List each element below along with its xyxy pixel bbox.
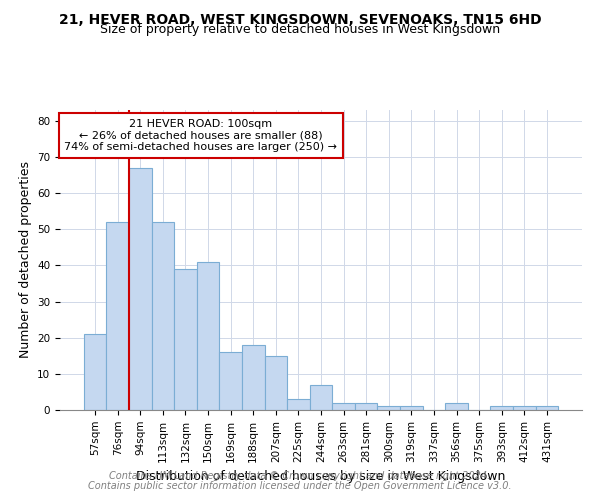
Bar (174, 269, 197, 410)
Bar (332, 403, 355, 410)
Text: Contains HM Land Registry data © Crown copyright and database right 2024.: Contains HM Land Registry data © Crown c… (109, 471, 491, 481)
Y-axis label: Number of detached properties: Number of detached properties (19, 162, 32, 358)
Bar (490, 406, 513, 410)
Text: 21, HEVER ROAD, WEST KINGSDOWN, SEVENOAKS, TN15 6HD: 21, HEVER ROAD, WEST KINGSDOWN, SEVENOAK… (59, 12, 541, 26)
Bar (536, 406, 558, 410)
Bar (445, 403, 468, 410)
Bar (220, 352, 242, 410)
Bar (400, 406, 422, 410)
Bar (152, 222, 174, 410)
Bar (377, 406, 400, 410)
Text: 21 HEVER ROAD: 100sqm
← 26% of detached houses are smaller (88)
74% of semi-deta: 21 HEVER ROAD: 100sqm ← 26% of detached … (64, 119, 337, 152)
Bar (106, 222, 129, 410)
Bar (197, 262, 220, 410)
Bar (265, 356, 287, 410)
Bar (287, 399, 310, 410)
Bar (242, 345, 265, 410)
Bar (129, 168, 152, 410)
Text: Contains public sector information licensed under the Open Government Licence v3: Contains public sector information licen… (88, 481, 512, 491)
Text: Size of property relative to detached houses in West Kingsdown: Size of property relative to detached ho… (100, 22, 500, 36)
Bar (310, 384, 332, 410)
Bar (84, 334, 106, 410)
X-axis label: Distribution of detached houses by size in West Kingsdown: Distribution of detached houses by size … (136, 470, 506, 483)
Bar (513, 406, 536, 410)
Bar (355, 403, 377, 410)
